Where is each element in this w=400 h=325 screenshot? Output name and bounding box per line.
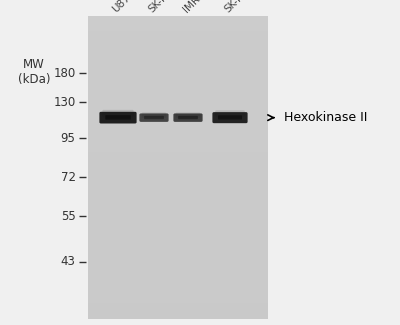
Bar xyxy=(88,258,268,273)
Text: SK-N-SH: SK-N-SH xyxy=(147,0,184,15)
Text: IMR32: IMR32 xyxy=(181,0,211,15)
FancyBboxPatch shape xyxy=(178,116,198,119)
Text: 130: 130 xyxy=(53,96,76,109)
Bar xyxy=(88,77,268,92)
FancyBboxPatch shape xyxy=(140,113,169,122)
Text: 180: 180 xyxy=(53,67,76,80)
Bar xyxy=(88,228,268,243)
FancyBboxPatch shape xyxy=(218,115,242,120)
FancyBboxPatch shape xyxy=(100,112,137,124)
Text: 95: 95 xyxy=(61,132,76,145)
Bar xyxy=(88,273,268,288)
FancyBboxPatch shape xyxy=(176,112,200,118)
Bar xyxy=(88,167,268,183)
Text: 72: 72 xyxy=(61,171,76,184)
Text: MW
(kDa): MW (kDa) xyxy=(18,58,50,86)
Bar xyxy=(88,32,268,46)
FancyBboxPatch shape xyxy=(174,113,202,122)
Bar xyxy=(88,107,268,122)
Bar xyxy=(88,61,268,77)
Bar xyxy=(88,16,268,32)
Bar xyxy=(88,46,268,61)
Bar xyxy=(88,288,268,304)
FancyBboxPatch shape xyxy=(212,112,248,123)
Bar xyxy=(88,152,268,167)
Text: 55: 55 xyxy=(61,210,76,223)
FancyBboxPatch shape xyxy=(142,112,166,118)
Text: 43: 43 xyxy=(61,255,76,268)
Bar xyxy=(88,16,268,318)
Bar xyxy=(88,243,268,258)
Bar xyxy=(88,304,268,318)
Bar xyxy=(88,198,268,213)
Bar xyxy=(88,92,268,107)
FancyBboxPatch shape xyxy=(144,116,164,119)
Bar xyxy=(88,122,268,137)
FancyBboxPatch shape xyxy=(215,111,245,117)
Text: U87-MG: U87-MG xyxy=(111,0,147,15)
FancyBboxPatch shape xyxy=(105,115,131,120)
FancyBboxPatch shape xyxy=(102,110,134,117)
Bar xyxy=(88,183,268,198)
Bar xyxy=(88,213,268,228)
Text: Hexokinase II: Hexokinase II xyxy=(284,111,367,124)
Bar xyxy=(88,137,268,152)
Text: SK-N-AS: SK-N-AS xyxy=(223,0,259,15)
